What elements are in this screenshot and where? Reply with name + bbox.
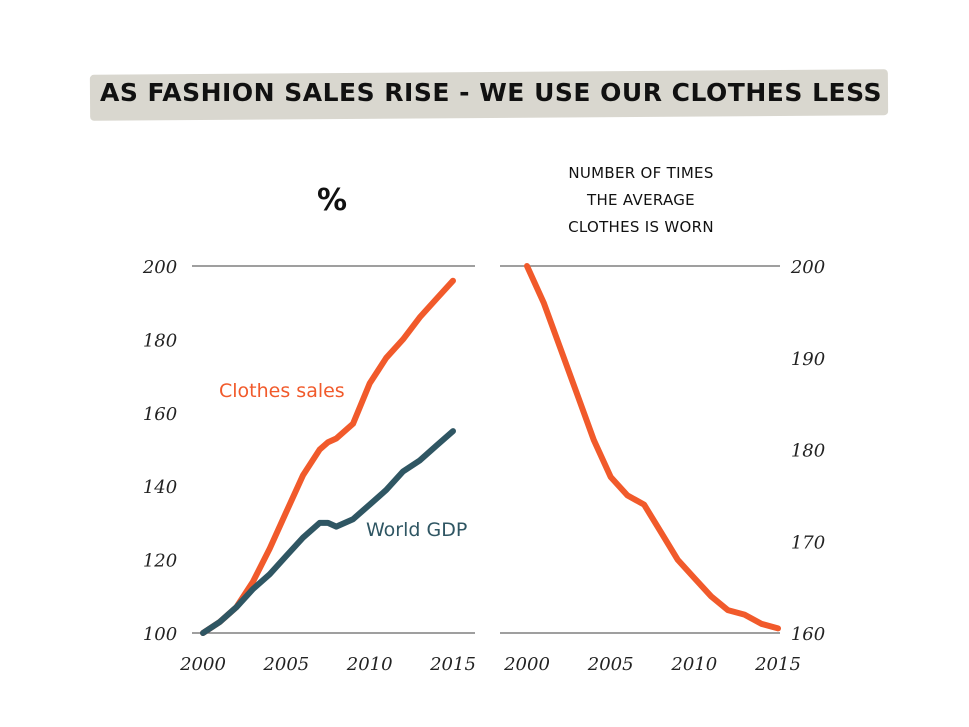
left-y-tick-120: 120: [143, 551, 177, 572]
world-gdp-label: World GDP: [366, 519, 467, 541]
right-title-line-2: THE AVERAGE: [586, 191, 695, 209]
right-series-line-0: [524, 263, 781, 632]
left-x-tick-2010: 2010: [346, 654, 393, 675]
right-x-tick-2015: 2015: [754, 654, 801, 675]
left-y-tick-160: 160: [143, 404, 177, 425]
right-y-tick-170: 170: [791, 532, 825, 553]
left-grid: [192, 265, 475, 634]
left-y-tick-140: 140: [143, 477, 177, 498]
left-x-tick-2005: 2005: [262, 654, 309, 675]
right-x-tick-2010: 2010: [670, 654, 717, 675]
left-series: [200, 277, 456, 636]
right-y-tick-160: 160: [791, 624, 825, 645]
right-y-ticks: 160 170 180 190 200: [790, 257, 825, 645]
right-x-ticks: 2000 2005 2010 2015: [503, 654, 801, 675]
clothes-sales-label: Clothes sales: [219, 380, 345, 402]
right-x-tick-2000: 2000: [503, 654, 550, 675]
left-y-ticks: 100 120 140 160 180 200: [142, 257, 177, 645]
left-x-tick-2000: 2000: [179, 654, 226, 675]
right-title-line-3: CLOTHES IS WORN: [568, 218, 714, 236]
page-title: AS FASHION SALES RISE - WE USE OUR CLOTH…: [100, 78, 882, 107]
right-title-line-1: NUMBER OF TIMES: [568, 164, 713, 182]
left-unit-label: %: [317, 183, 347, 218]
left-y-tick-180: 180: [143, 330, 177, 351]
left-x-ticks: 2000 2005 2010 2015: [179, 654, 476, 675]
right-series: [524, 263, 781, 632]
right-chart: NUMBER OF TIMES THE AVERAGE CLOTHES IS W…: [500, 164, 825, 675]
left-x-tick-2015: 2015: [429, 654, 476, 675]
left-series-line-1: [200, 428, 456, 636]
left-y-tick-200: 200: [142, 257, 177, 278]
right-grid: [500, 265, 780, 634]
right-y-tick-200: 200: [790, 257, 825, 278]
right-x-tick-2005: 2005: [587, 654, 634, 675]
left-y-tick-100: 100: [143, 624, 177, 645]
right-y-tick-180: 180: [791, 441, 825, 462]
left-chart: % 100 120 140 160 180 200 2000 2005 2010 2015 Cl…: [142, 183, 476, 675]
right-y-tick-190: 190: [791, 349, 825, 370]
left-series-line-0: [200, 277, 456, 636]
